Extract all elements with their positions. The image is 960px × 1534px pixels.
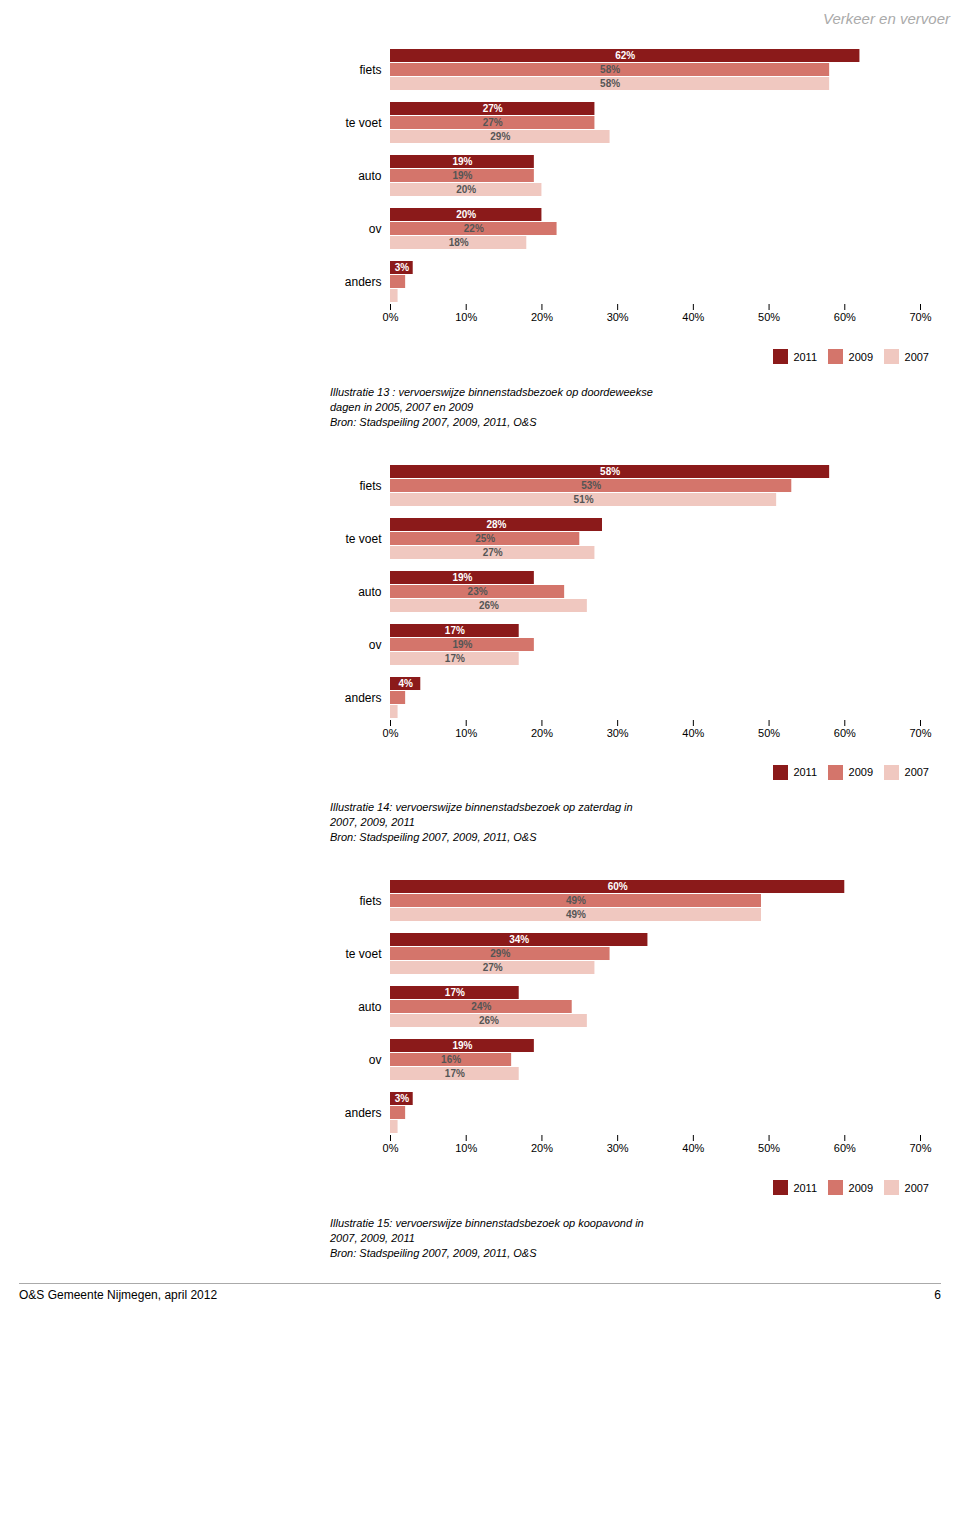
svg-text:19%: 19% [452, 572, 472, 583]
html-text:2009: 2009 [848, 350, 873, 363]
svg-text:30%: 30% [607, 727, 629, 739]
html-text:dagen in 2005, 2007 en 2009: dagen in 2005, 2007 en 2009 [330, 400, 474, 413]
svg-text:ov: ov [369, 222, 382, 236]
svg-text:25%: 25% [475, 533, 495, 544]
html-text:O&S Gemeente Nijmegen, april 2: O&S Gemeente Nijmegen, april 2012 [19, 1287, 218, 1302]
html-text:2007, 2009, 2011: 2007, 2009, 2011 [330, 816, 415, 828]
html-text:2009: 2009 [848, 1181, 873, 1194]
svg-text:3%: 3% [395, 262, 410, 273]
html-text:6: 6 [934, 1287, 941, 1302]
svg-text:anders: anders [345, 275, 382, 289]
svg-text:17%: 17% [445, 625, 465, 636]
svg-text:fiets: fiets [359, 894, 381, 908]
html-text:2009: 2009 [848, 766, 873, 778]
svg-text:4%: 4% [398, 678, 413, 689]
svg-text:0%: 0% [383, 1142, 399, 1154]
svg-text:70%: 70% [909, 1142, 931, 1154]
svg-text:40%: 40% [682, 311, 704, 323]
html-text:Bron: Stadspeiling 2007, 2009,: Bron: Stadspeiling 2007, 2009, 2011, O&S [330, 1246, 537, 1259]
svg-text:62%: 62% [615, 50, 635, 61]
html-text:Illustratie 14: vervoerswijze: Illustratie 14: vervoerswijze binnenstad… [330, 801, 633, 813]
svg-text:60%: 60% [834, 727, 856, 739]
svg-text:ov: ov [369, 637, 382, 651]
svg-text:28%: 28% [486, 519, 506, 530]
svg-text:50%: 50% [758, 727, 780, 739]
html-text:2011: 2011 [793, 350, 817, 363]
svg-text:fiets: fiets [359, 63, 381, 77]
svg-text:0%: 0% [383, 311, 399, 323]
svg-text:20%: 20% [456, 209, 476, 220]
svg-text:23%: 23% [468, 586, 488, 597]
svg-text:22%: 22% [464, 223, 484, 234]
svg-text:27%: 27% [483, 962, 503, 973]
svg-text:27%: 27% [483, 117, 503, 128]
svg-text:27%: 27% [483, 103, 503, 114]
svg-text:auto: auto [358, 584, 382, 598]
svg-text:40%: 40% [682, 727, 704, 739]
svg-text:60%: 60% [834, 1142, 856, 1154]
html-text:Verkeer en vervoer: Verkeer en vervoer [823, 10, 950, 27]
svg-text:10%: 10% [455, 727, 477, 739]
svg-text:17%: 17% [445, 653, 465, 664]
svg-text:20%: 20% [531, 727, 553, 739]
svg-text:50%: 50% [758, 311, 780, 323]
svg-text:30%: 30% [607, 1142, 629, 1154]
svg-text:auto: auto [358, 1000, 382, 1014]
svg-text:70%: 70% [909, 727, 931, 739]
svg-text:18%: 18% [449, 237, 469, 248]
svg-text:te voet: te voet [345, 947, 382, 961]
html-text:Illustratie 13 : vervoerswijze: Illustratie 13 : vervoerswijze binnensta… [330, 385, 653, 398]
html-text:2007: 2007 [904, 350, 929, 363]
svg-text:19%: 19% [452, 156, 472, 167]
svg-text:19%: 19% [452, 639, 472, 650]
svg-text:17%: 17% [445, 1068, 465, 1079]
svg-text:anders: anders [345, 1106, 382, 1120]
svg-text:20%: 20% [531, 311, 553, 323]
svg-text:40%: 40% [682, 1142, 704, 1154]
svg-text:24%: 24% [471, 1001, 491, 1012]
html-text:2011: 2011 [793, 766, 817, 778]
svg-text:60%: 60% [608, 881, 628, 892]
html-text:Bron: Stadspeiling 2007, 2009,: Bron: Stadspeiling 2007, 2009, 2011, O&S [330, 831, 537, 843]
svg-text:70%: 70% [909, 311, 931, 323]
svg-text:10%: 10% [455, 311, 477, 323]
svg-text:10%: 10% [455, 1142, 477, 1154]
svg-text:26%: 26% [479, 1015, 499, 1026]
svg-text:20%: 20% [531, 1142, 553, 1154]
svg-text:anders: anders [345, 690, 382, 704]
svg-text:0%: 0% [383, 727, 399, 739]
html-text:2007: 2007 [904, 766, 929, 778]
svg-text:58%: 58% [600, 64, 620, 75]
svg-text:20%: 20% [456, 184, 476, 195]
html-text:2007: 2007 [904, 1181, 929, 1194]
svg-text:17%: 17% [445, 987, 465, 998]
svg-text:53%: 53% [581, 480, 601, 491]
svg-text:60%: 60% [834, 311, 856, 323]
svg-text:19%: 19% [452, 170, 472, 181]
svg-text:58%: 58% [600, 466, 620, 477]
svg-text:27%: 27% [483, 547, 503, 558]
svg-text:58%: 58% [600, 78, 620, 89]
svg-text:30%: 30% [607, 311, 629, 323]
svg-text:49%: 49% [566, 895, 586, 906]
svg-text:3%: 3% [395, 1093, 410, 1104]
html-text:2011: 2011 [793, 1181, 817, 1194]
svg-text:26%: 26% [479, 600, 499, 611]
svg-text:ov: ov [369, 1053, 382, 1067]
svg-text:34%: 34% [509, 934, 529, 945]
svg-text:fiets: fiets [359, 478, 381, 492]
svg-text:51%: 51% [574, 494, 594, 505]
svg-text:te voet: te voet [345, 531, 382, 545]
svg-text:auto: auto [358, 169, 382, 183]
svg-text:29%: 29% [490, 131, 510, 142]
svg-text:49%: 49% [566, 909, 586, 920]
svg-text:50%: 50% [758, 1142, 780, 1154]
svg-text:19%: 19% [452, 1040, 472, 1051]
html-text:Illustratie 15: vervoerswijze: Illustratie 15: vervoerswijze binnenstad… [330, 1216, 644, 1229]
svg-text:29%: 29% [490, 948, 510, 959]
html-text:Bron: Stadspeiling 2007, 2009,: Bron: Stadspeiling 2007, 2009, 2011, O&S [330, 415, 537, 428]
svg-text:16%: 16% [441, 1054, 461, 1065]
svg-text:te voet: te voet [345, 116, 382, 130]
html-text:2007, 2009, 2011: 2007, 2009, 2011 [330, 1231, 415, 1244]
